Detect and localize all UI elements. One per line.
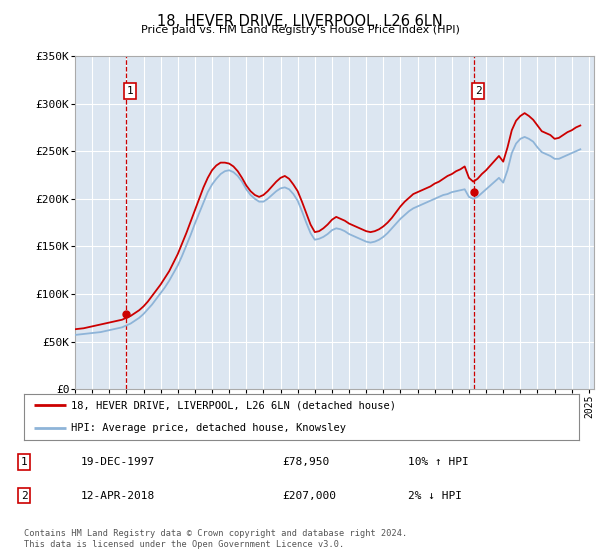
Text: 1: 1 bbox=[20, 457, 28, 467]
Text: 12-APR-2018: 12-APR-2018 bbox=[81, 491, 155, 501]
Text: £78,950: £78,950 bbox=[282, 457, 329, 467]
Text: 2% ↓ HPI: 2% ↓ HPI bbox=[408, 491, 462, 501]
Text: HPI: Average price, detached house, Knowsley: HPI: Average price, detached house, Know… bbox=[71, 423, 346, 433]
Text: Contains HM Land Registry data © Crown copyright and database right 2024.
This d: Contains HM Land Registry data © Crown c… bbox=[24, 529, 407, 549]
Text: 18, HEVER DRIVE, LIVERPOOL, L26 6LN (detached house): 18, HEVER DRIVE, LIVERPOOL, L26 6LN (det… bbox=[71, 400, 396, 410]
Text: 2: 2 bbox=[20, 491, 28, 501]
Text: Price paid vs. HM Land Registry's House Price Index (HPI): Price paid vs. HM Land Registry's House … bbox=[140, 25, 460, 35]
Text: 1: 1 bbox=[127, 86, 134, 96]
Text: 2: 2 bbox=[475, 86, 481, 96]
Text: 10% ↑ HPI: 10% ↑ HPI bbox=[408, 457, 469, 467]
Text: 19-DEC-1997: 19-DEC-1997 bbox=[81, 457, 155, 467]
Text: 18, HEVER DRIVE, LIVERPOOL, L26 6LN: 18, HEVER DRIVE, LIVERPOOL, L26 6LN bbox=[157, 14, 443, 29]
Text: £207,000: £207,000 bbox=[282, 491, 336, 501]
